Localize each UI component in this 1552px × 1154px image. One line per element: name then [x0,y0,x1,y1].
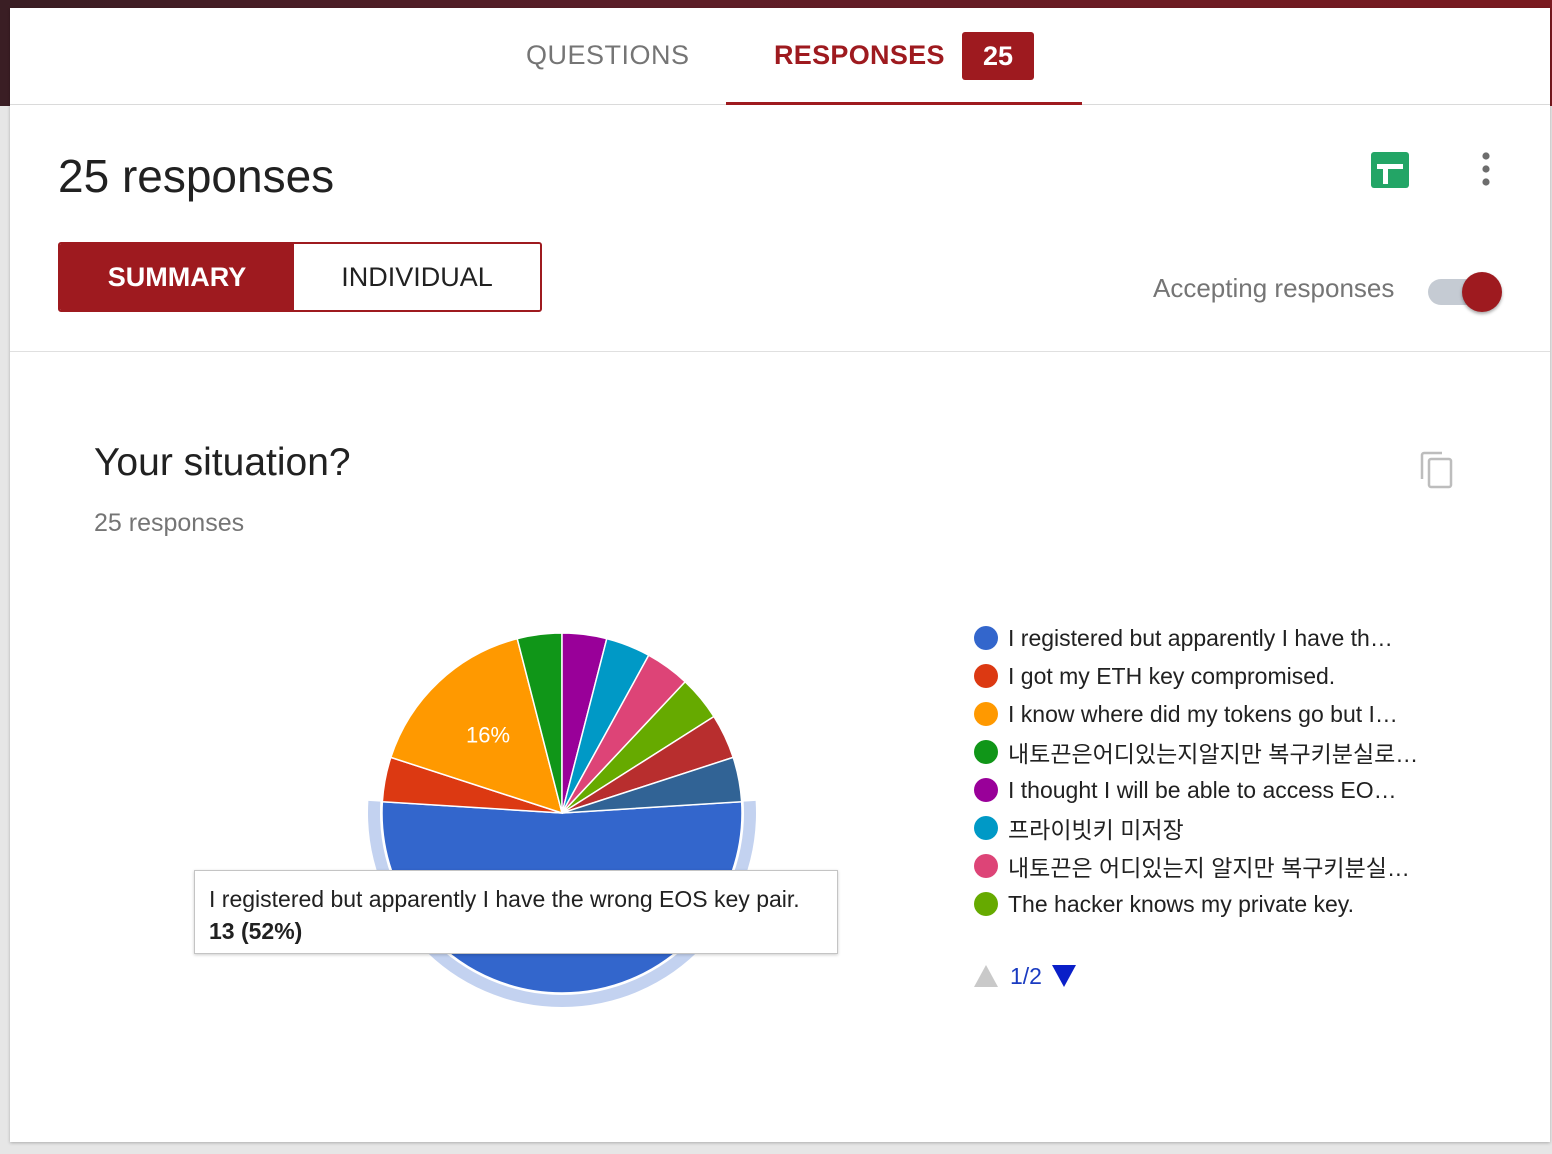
active-tab-indicator [726,102,1082,106]
pager-down-icon[interactable] [1051,965,1076,987]
legend-label: 프라이빗키 미저장 [1008,817,1184,843]
legend-dot-icon [974,740,998,764]
question-response-count: 25 responses [94,509,245,537]
summary-header: 25 responses SUMMARY INDIVIDUAL Acceptin… [10,105,1550,352]
legend-label: I thought I will be able to access EO… [1008,776,1397,803]
page-title: 25 responses [58,150,335,202]
legend-dot-icon [974,626,998,650]
toggle-knob [1462,272,1502,312]
tabs-bar: QUESTIONS RESPONSES 25 [10,8,1550,106]
legend-label: I got my ETH key compromised. [1008,662,1336,689]
pager-page: 1/2 [1010,962,1042,989]
legend-item[interactable]: I got my ETH key compromised. [974,657,1434,695]
chart-tooltip: I registered but apparently I have the w… [194,870,838,954]
copy-chart-icon[interactable] [1418,449,1458,489]
legend-label: 내토끈은어디있는지알지만 복구키분실로… [1008,741,1419,767]
legend-label: The hacker knows my private key. [1008,890,1354,917]
accepting-responses-toggle[interactable] [1428,270,1506,314]
more-vert-icon[interactable] [1472,149,1500,189]
accepting-responses-label: Accepting responses [1153,273,1395,303]
legend-dot-icon [974,664,998,688]
summary-button[interactable]: SUMMARY [60,244,294,310]
tooltip-label: I registered but apparently I have the w… [209,886,800,912]
legend-item[interactable]: I registered but apparently I have th… [974,619,1434,657]
question-summary-card: Your situation? 25 responses 16% I regis… [10,353,1550,1142]
tab-responses[interactable]: RESPONSES 25 [726,8,1082,106]
legend-item[interactable]: 내토끈은 어디있는지 알지만 복구키분실… [974,847,1434,885]
legend-dot-icon [974,702,998,726]
pie-slice[interactable] [561,756,743,814]
question-title: Your situation? [94,441,351,484]
pager-up-icon [974,965,998,987]
legend-label: I registered but apparently I have th… [1008,624,1393,651]
legend-label: 내토끈은 어디있는지 알지만 복구키분실… [1008,855,1410,881]
legend-item[interactable]: I thought I will be able to access EO… [974,771,1434,809]
sheets-icon[interactable] [1371,152,1409,188]
view-toggle: SUMMARY INDIVIDUAL [58,242,542,312]
legend-label: I know where did my tokens go but I… [1008,700,1398,727]
legend-item[interactable]: I know where did my tokens go but I… [974,695,1434,733]
tooltip-value: 13 (52%) [209,918,303,944]
legend-dot-icon [974,816,998,840]
pie-slice[interactable] [389,637,564,815]
legend-item[interactable]: 프라이빗키 미저장 [974,809,1434,847]
legend-pager: 1/2 [974,961,1076,991]
legend-item[interactable]: 내토끈은어디있는지알지만 복구키분실로… [974,733,1434,771]
legend-item[interactable]: The hacker knows my private key. [974,885,1434,923]
legend-dot-icon [974,854,998,878]
pie-slice-label: 16% [466,722,510,747]
individual-button[interactable]: INDIVIDUAL [294,244,540,310]
chart-legend: I registered but apparently I have th… I… [974,619,1434,923]
tab-questions[interactable]: QUESTIONS [526,40,690,70]
responses-count-badge: 25 [962,32,1034,80]
legend-dot-icon [974,892,998,916]
tab-responses-label: RESPONSES [774,40,945,70]
responses-panel: QUESTIONS RESPONSES 25 25 responses SUMM… [10,8,1550,1142]
legend-dot-icon [974,778,998,802]
